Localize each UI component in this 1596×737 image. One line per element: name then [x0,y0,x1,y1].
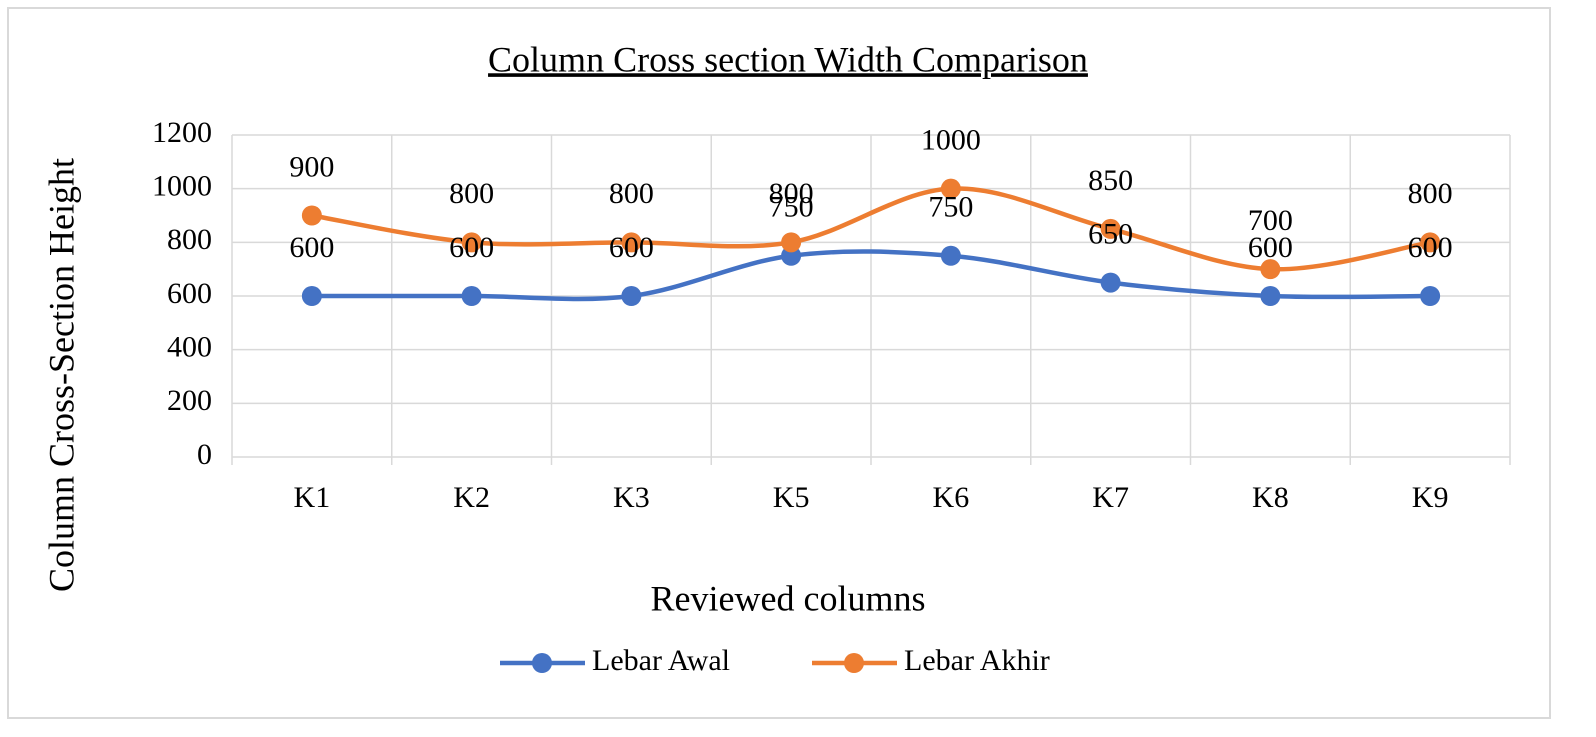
x-tick-label: K7 [1092,481,1129,514]
y-tick-label: 0 [197,438,212,471]
point [301,286,322,306]
data-label: 600 [1408,231,1453,264]
legend-marker [532,653,552,673]
y-tick-label: 200 [167,384,212,417]
series-line [311,249,1431,302]
data-label: 1000 [921,124,981,157]
data-label: 600 [289,231,334,264]
point [1420,232,1441,253]
data-label: 600 [449,231,494,264]
point [781,232,802,253]
data-label: 750 [769,191,814,224]
data-label: 850 [1088,164,1133,197]
data-label: 800 [609,177,654,210]
data-label: 700 [1248,204,1293,237]
series-line [311,186,1431,272]
point [940,245,961,266]
data-label: 650 [1088,217,1133,250]
point [621,232,642,253]
x-tick-label: K2 [453,481,490,514]
data-label: 900 [289,150,334,183]
point [1260,286,1281,306]
y-tick-label: 1200 [152,116,212,149]
point [621,286,642,306]
x-tick-label: K1 [294,481,331,514]
point [461,286,482,306]
legend-label: Lebar Akhir [904,644,1050,677]
y-tick-label: 600 [167,277,212,310]
chart-title: Column Cross section Width Comparison [488,39,1088,79]
data-label: 600 [609,231,654,264]
chart-frame [7,7,1551,719]
x-tick-label: K5 [773,481,810,514]
y-tick-label: 800 [167,223,212,256]
x-axis-title: Reviewed columns [651,578,926,618]
legend-label: Lebar Awal [592,644,730,677]
x-tick-label: K9 [1412,481,1449,514]
y-tick-label: 1000 [152,170,212,203]
y-tick-label: 400 [167,331,212,364]
point [1100,272,1121,293]
point [301,205,322,226]
x-tick-label: K6 [933,481,970,514]
point [1420,286,1441,306]
point [1100,218,1121,239]
data-label: 600 [1248,231,1293,264]
point [461,232,482,253]
y-axis-title: Column Cross-Section Height [41,158,81,592]
data-label: 800 [1408,177,1453,210]
data-label: 800 [449,177,494,210]
x-tick-label: K8 [1252,481,1289,514]
data-label: 750 [928,191,973,224]
data-label: 800 [769,177,814,210]
x-tick-label: K3 [613,481,650,514]
legend-marker [844,653,864,673]
point [1260,259,1281,280]
point [940,178,961,199]
